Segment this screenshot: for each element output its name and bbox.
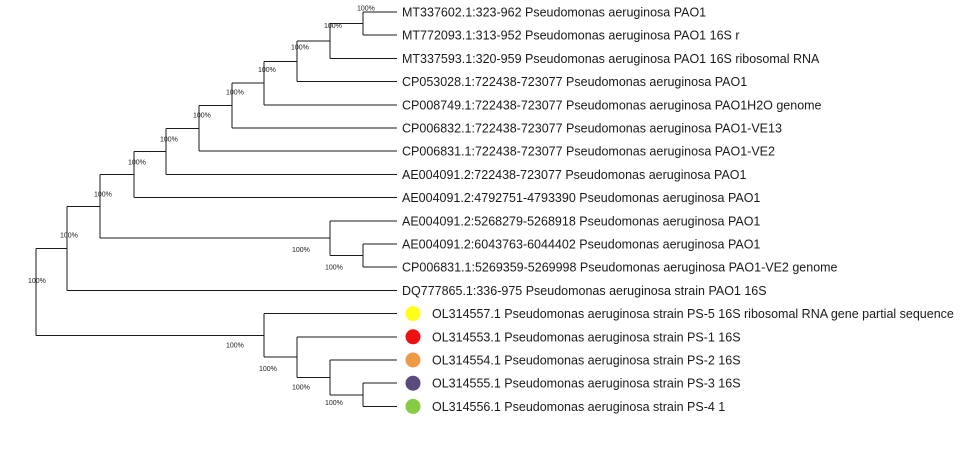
support-label-R: 100% [292, 384, 310, 391]
leaf-label-L4: CP053028.1:722438-723077 Pseudomonas aer… [402, 75, 747, 89]
support-label-D: 100% [160, 136, 178, 143]
marker-dot-L17 [405, 375, 421, 391]
marker-dot-L14 [405, 306, 421, 322]
leaf-label-L17: OL314555.1 Pseudomonas aeruginosa strain… [432, 377, 741, 391]
support-label-E: 100% [193, 112, 211, 119]
support-label-P: 100% [226, 342, 244, 349]
leaf-labels: MT337602.1:323-962 Pseudomonas aeruginos… [402, 6, 954, 414]
leaf-label-L7: CP006831.1:722438-723077 Pseudomonas aer… [402, 145, 775, 159]
leaf-label-L10: AE004091.2:5268279-5268918 Pseudomonas a… [402, 214, 760, 228]
support-label-M: 100% [292, 247, 310, 254]
leaf-label-L11: AE004091.2:6043763-6044402 Pseudomonas a… [402, 238, 760, 252]
support-label-S: 100% [325, 400, 343, 407]
support-label-G: 100% [258, 67, 276, 74]
leaf-label-L16: OL314554.1 Pseudomonas aeruginosa strain… [432, 354, 741, 368]
leaf-label-L3: MT337593.1:320-959 Pseudomonas aeruginos… [402, 52, 820, 66]
bootstrap-support-labels: 100% 100% 100% 100% 100% 100% 100% 100% 100% 100%… [28, 6, 375, 407]
marker-dot-L15 [405, 329, 421, 345]
leaf-label-L13: DQ777865.1:336-975 Pseudomonas aeruginos… [402, 284, 767, 298]
marker-dot-L18 [405, 398, 421, 414]
leaf-label-L1: MT337602.1:323-962 Pseudomonas aeruginos… [402, 6, 706, 20]
support-label-I: 100% [324, 23, 342, 30]
support-label-N: 100% [325, 265, 343, 272]
support-label-Q: 100% [259, 366, 277, 373]
sample-markers [405, 306, 421, 414]
support-label-B: 100% [94, 191, 112, 198]
leaf-label-L14: OL314557.1 Pseudomonas aeruginosa strain… [432, 307, 954, 321]
leaf-label-L15: OL314553.1 Pseudomonas aeruginosa strain… [432, 330, 741, 344]
leaf-label-L9: AE004091.2:4792751-4793390 Pseudomonas a… [402, 191, 760, 205]
leaf-label-L6: CP006832.1:722438-723077 Pseudomonas aer… [402, 122, 782, 136]
leaf-label-L2: MT772093.1:313-952 Pseudomonas aeruginos… [402, 29, 740, 43]
support-label-F: 100% [226, 90, 244, 97]
marker-dot-L16 [405, 352, 421, 368]
leaf-label-L12: CP006831.1:5269359-5269998 Pseudomonas a… [402, 261, 838, 275]
support-label-A: 100% [60, 232, 78, 239]
leaf-label-L5: CP008749.1:722438-723077 Pseudomonas aer… [402, 98, 822, 112]
leaf-label-L8: AE004091.2:722438-723077 Pseudomonas aer… [402, 168, 747, 182]
leaf-label-L18: OL314556.1 Pseudomonas aeruginosa strain… [432, 400, 725, 414]
tree-branches [35, 11, 397, 407]
support-label-H: 100% [291, 44, 309, 51]
support-label-C: 100% [128, 159, 146, 166]
support-label-root: 100% [28, 278, 46, 285]
support-label-J: 100% [357, 6, 375, 13]
